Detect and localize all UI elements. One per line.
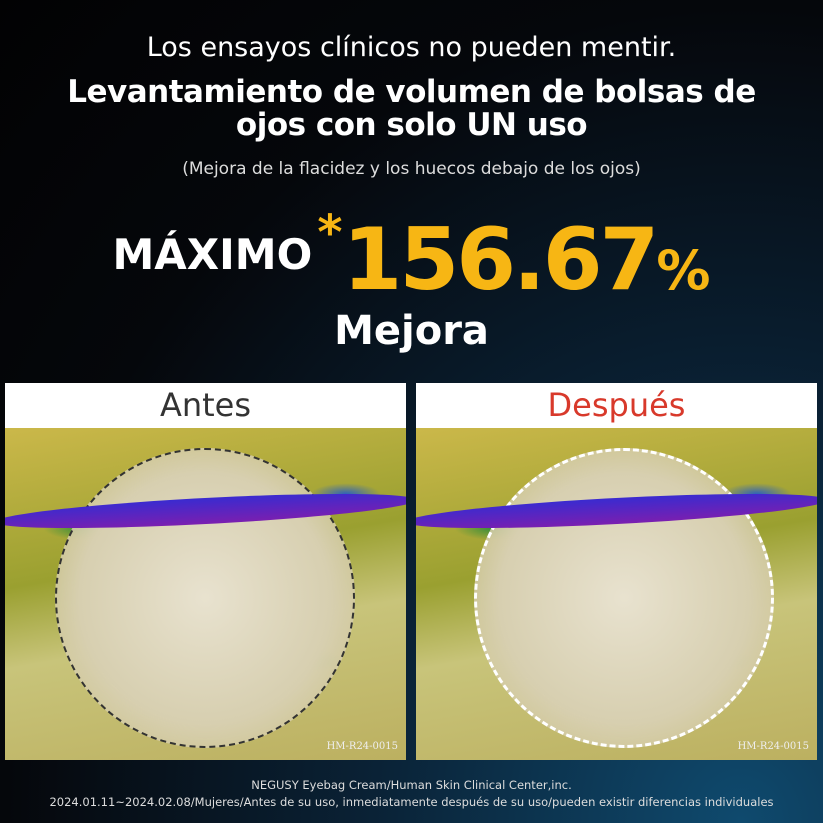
stat-row: MÁXIMO *156.67%	[0, 205, 823, 310]
footer-source: NEGUSY Eyebag Cream/Human Skin Clinical …	[251, 778, 572, 792]
footer-disclaimer: 2024.01.11~2024.02.08/Mujeres/Antes de s…	[49, 795, 774, 809]
stat-unit: %	[656, 239, 711, 302]
focus-circle	[474, 448, 774, 748]
stat-asterisk: *	[317, 205, 343, 261]
stat-label: Mejora	[334, 308, 489, 354]
after-image: HM-R24-0015	[416, 428, 817, 760]
image-code: HM-R24-0015	[737, 741, 809, 752]
headline-main: Levantamiento de volumen de bolsas de oj…	[67, 74, 756, 143]
stat-prefix: MÁXIMO	[112, 230, 313, 279]
headline-subtitle: (Mejora de la flacidez y los huecos deba…	[182, 159, 641, 179]
focus-circle	[55, 448, 355, 748]
after-panel: Después HM-R24-0015	[416, 383, 817, 760]
after-label: Después	[416, 383, 817, 428]
before-label: Antes	[5, 383, 406, 428]
before-image: HM-R24-0015	[5, 428, 406, 760]
image-code: HM-R24-0015	[326, 741, 398, 752]
headline-line1: Los ensayos clínicos no pueden mentir.	[146, 32, 677, 63]
stat-value: 156.67	[342, 210, 660, 310]
before-panel: Antes HM-R24-0015	[5, 383, 406, 760]
